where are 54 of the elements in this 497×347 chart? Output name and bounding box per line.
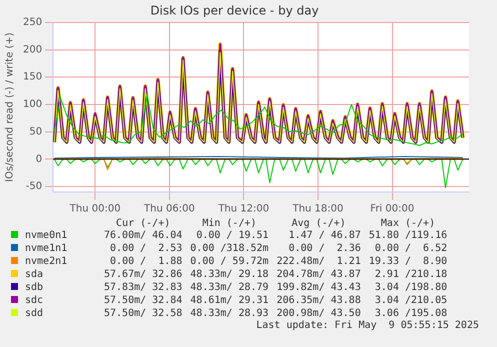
text: 204.78m/ 43.87 xyxy=(276,268,361,281)
text: 3.04 /198.80 xyxy=(374,281,448,294)
x-tick-label: Thu 00:00 xyxy=(68,204,121,215)
x-tick-label: Fri 00:00 xyxy=(370,204,414,215)
text: 3.04 /210.05 xyxy=(374,294,448,307)
text: Avg (-/+) xyxy=(290,218,347,229)
x-tick-label: Thu 12:00 xyxy=(217,204,270,215)
text: 0.00 /318.52m xyxy=(189,242,269,255)
legend-label: nvme2n1 xyxy=(24,255,68,268)
text: 1.47 / 46.87 xyxy=(288,229,361,242)
text: 0.00 / 59.72m xyxy=(189,255,269,268)
y-axis-title: IOs/second read (-) / write (+) xyxy=(4,32,16,182)
chart-title: Disk IOs per device - by day xyxy=(150,3,319,18)
legend-label: nvme0n1 xyxy=(24,229,68,242)
text: 222.48m/ 1.21 xyxy=(276,255,361,268)
text: 3.06 /195.08 xyxy=(374,307,448,320)
text: 0.00 / 2.36 xyxy=(288,242,361,255)
y-tick-label: 50 xyxy=(29,126,42,138)
legend-label: sdd xyxy=(24,307,44,320)
y-tick-label: 250 xyxy=(22,16,42,28)
y-tick-label: -50 xyxy=(26,181,42,192)
text: 48.33m/ 29.18 xyxy=(189,268,269,281)
text: 0.00 / 6.52 xyxy=(374,242,448,255)
text: 48.33m/ 28.79 xyxy=(189,281,269,294)
y-tick-label: 150 xyxy=(22,72,42,83)
text: 76.00m/ 46.04 xyxy=(103,229,182,242)
x-tick-label: Thu 06:00 xyxy=(143,204,195,215)
text: 57.50m/ 32.84 xyxy=(103,294,182,307)
text: 199.82m/ 43.43 xyxy=(276,281,361,294)
text: 206.35m/ 43.88 xyxy=(276,294,361,307)
text: Last update: Fri May 9 05:55:15 2025 xyxy=(255,320,480,331)
legend-label: sdc xyxy=(24,294,44,307)
text: 0.00 / 2.53 xyxy=(109,242,182,255)
text: 57.83m/ 32.83 xyxy=(103,281,182,294)
text: 0.00 / 1.88 xyxy=(109,255,182,268)
text: Max (-/+) xyxy=(380,218,436,229)
text: 57.50m/ 32.58 xyxy=(103,307,182,320)
legend-label: sdb xyxy=(24,281,44,294)
text: 0.00 / 19.51 xyxy=(195,229,269,242)
text: 51.80 /119.16 xyxy=(368,229,448,242)
text: 48.33m/ 28.93 xyxy=(189,307,269,320)
text: Min (-/+) xyxy=(201,218,258,229)
text: Cur (-/+) xyxy=(115,218,172,229)
text: 2.91 /210.18 xyxy=(374,268,448,281)
x-tick-label: Thu 18:00 xyxy=(292,204,344,215)
text: 200.98m/ 43.50 xyxy=(276,307,361,320)
y-tick-label: 200 xyxy=(22,44,42,56)
text: 19.33 / 8.90 xyxy=(368,255,448,268)
legend-label: nvme1n1 xyxy=(24,242,68,255)
text: 48.61m/ 29.31 xyxy=(189,294,269,307)
text: 57.67m/ 32.86 xyxy=(103,268,182,281)
y-tick-label: 100 xyxy=(22,99,42,110)
legend-label: sda xyxy=(24,268,44,281)
y-tick-label: 0 xyxy=(36,154,42,165)
